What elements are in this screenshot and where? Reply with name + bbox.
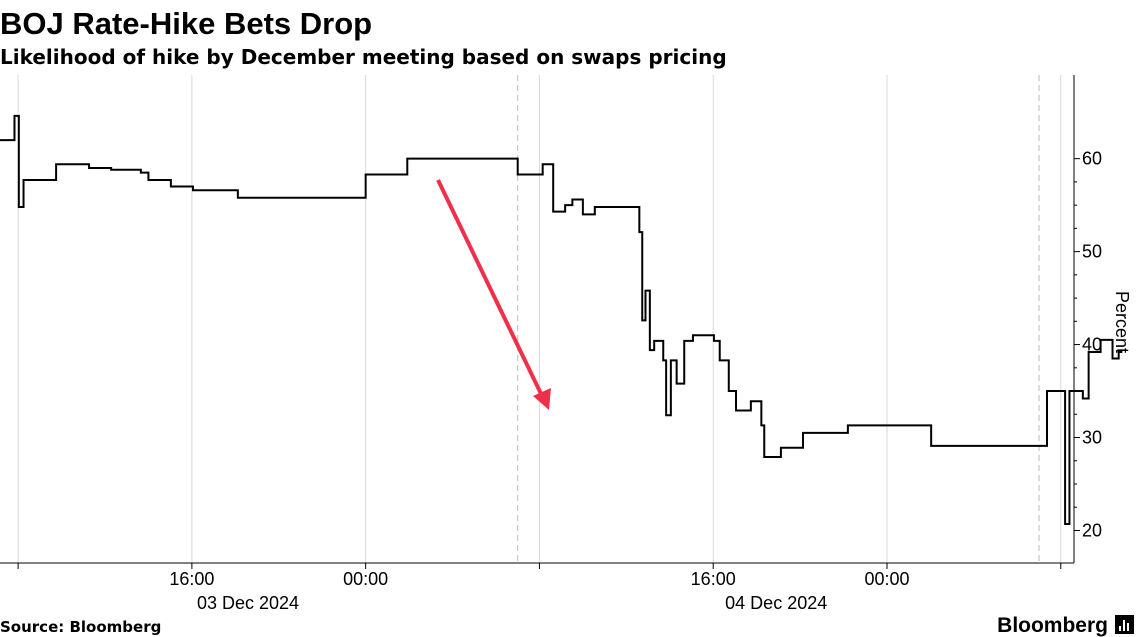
x-tick-label: 16:00 — [691, 569, 736, 589]
y-tick-label: 50 — [1082, 242, 1102, 262]
brand: Bloomberg — [997, 614, 1108, 637]
y-axis-label: Percent — [1112, 291, 1132, 353]
x-tick-label: 16:00 — [169, 569, 214, 589]
data-line — [0, 114, 1123, 525]
chart-title: BOJ Rate-Hike Bets Drop — [0, 6, 372, 41]
source: Source: Bloomberg — [0, 618, 161, 636]
x-date-label: 03 Dec 2024 — [197, 593, 299, 613]
brand-icon — [1115, 615, 1134, 634]
chart-subtitle: Likelihood of hike by December meeting b… — [0, 45, 727, 69]
x-tick-label: 00:00 — [343, 569, 388, 589]
y-tick-label: 60 — [1082, 149, 1102, 169]
x-tick-label: 00:00 — [864, 569, 909, 589]
x-date-label: 04 Dec 2024 — [725, 593, 827, 613]
y-tick-label: 30 — [1082, 428, 1102, 448]
y-tick-label: 40 — [1082, 335, 1102, 355]
y-tick-label: 20 — [1082, 520, 1102, 540]
trend-arrow — [436, 179, 551, 410]
